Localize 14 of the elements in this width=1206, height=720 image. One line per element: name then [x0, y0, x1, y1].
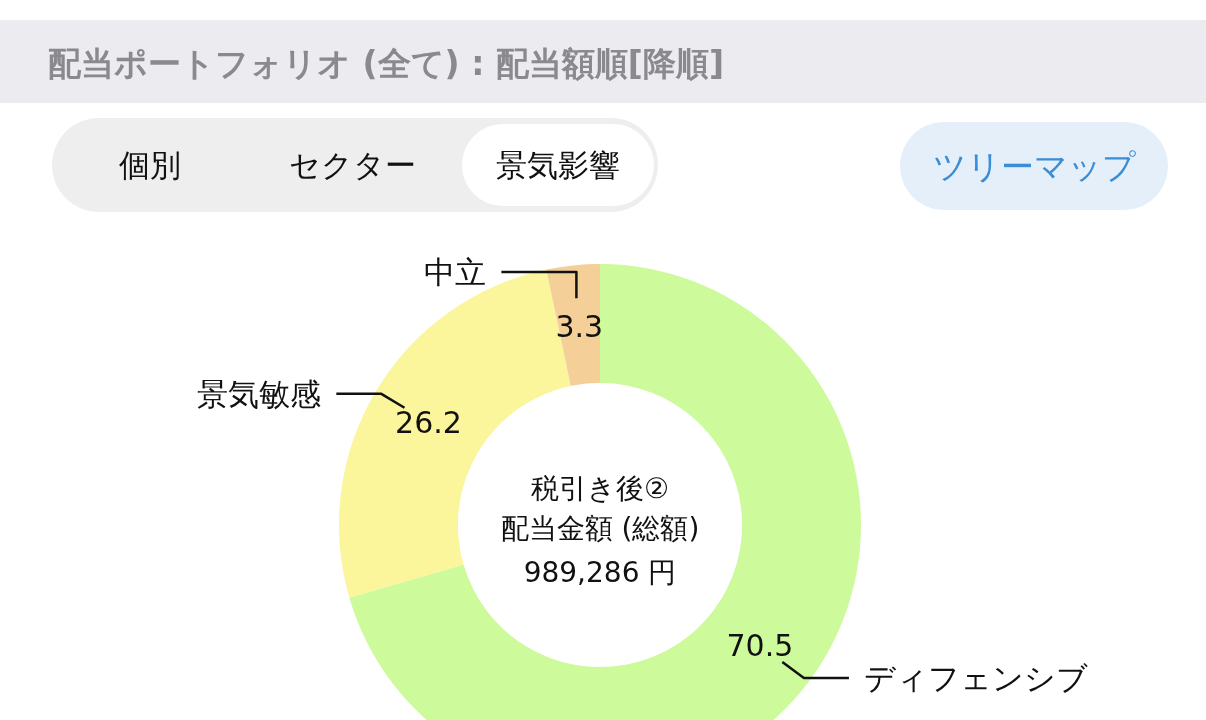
text: 989,286 円	[523, 555, 677, 589]
slice-label: ディフェンシブ	[863, 660, 1088, 697]
data-label: 26.2	[395, 404, 462, 440]
text: セクター	[288, 147, 416, 183]
data-label: 3.3	[555, 308, 604, 344]
text: 税引き後②	[530, 471, 670, 505]
chart-title: 配当ポートフォリオ (全て) : 配当額順[降順]	[48, 43, 724, 83]
text: ツリーマップ	[932, 146, 1136, 186]
slice-label: 景気敏感	[197, 375, 322, 412]
text: 個別	[119, 147, 181, 183]
slice-label: 中立	[424, 254, 487, 290]
text: 景気影響	[496, 147, 620, 183]
data-label: 70.5	[726, 627, 794, 663]
text: 配当金額 (総額)	[500, 511, 700, 545]
